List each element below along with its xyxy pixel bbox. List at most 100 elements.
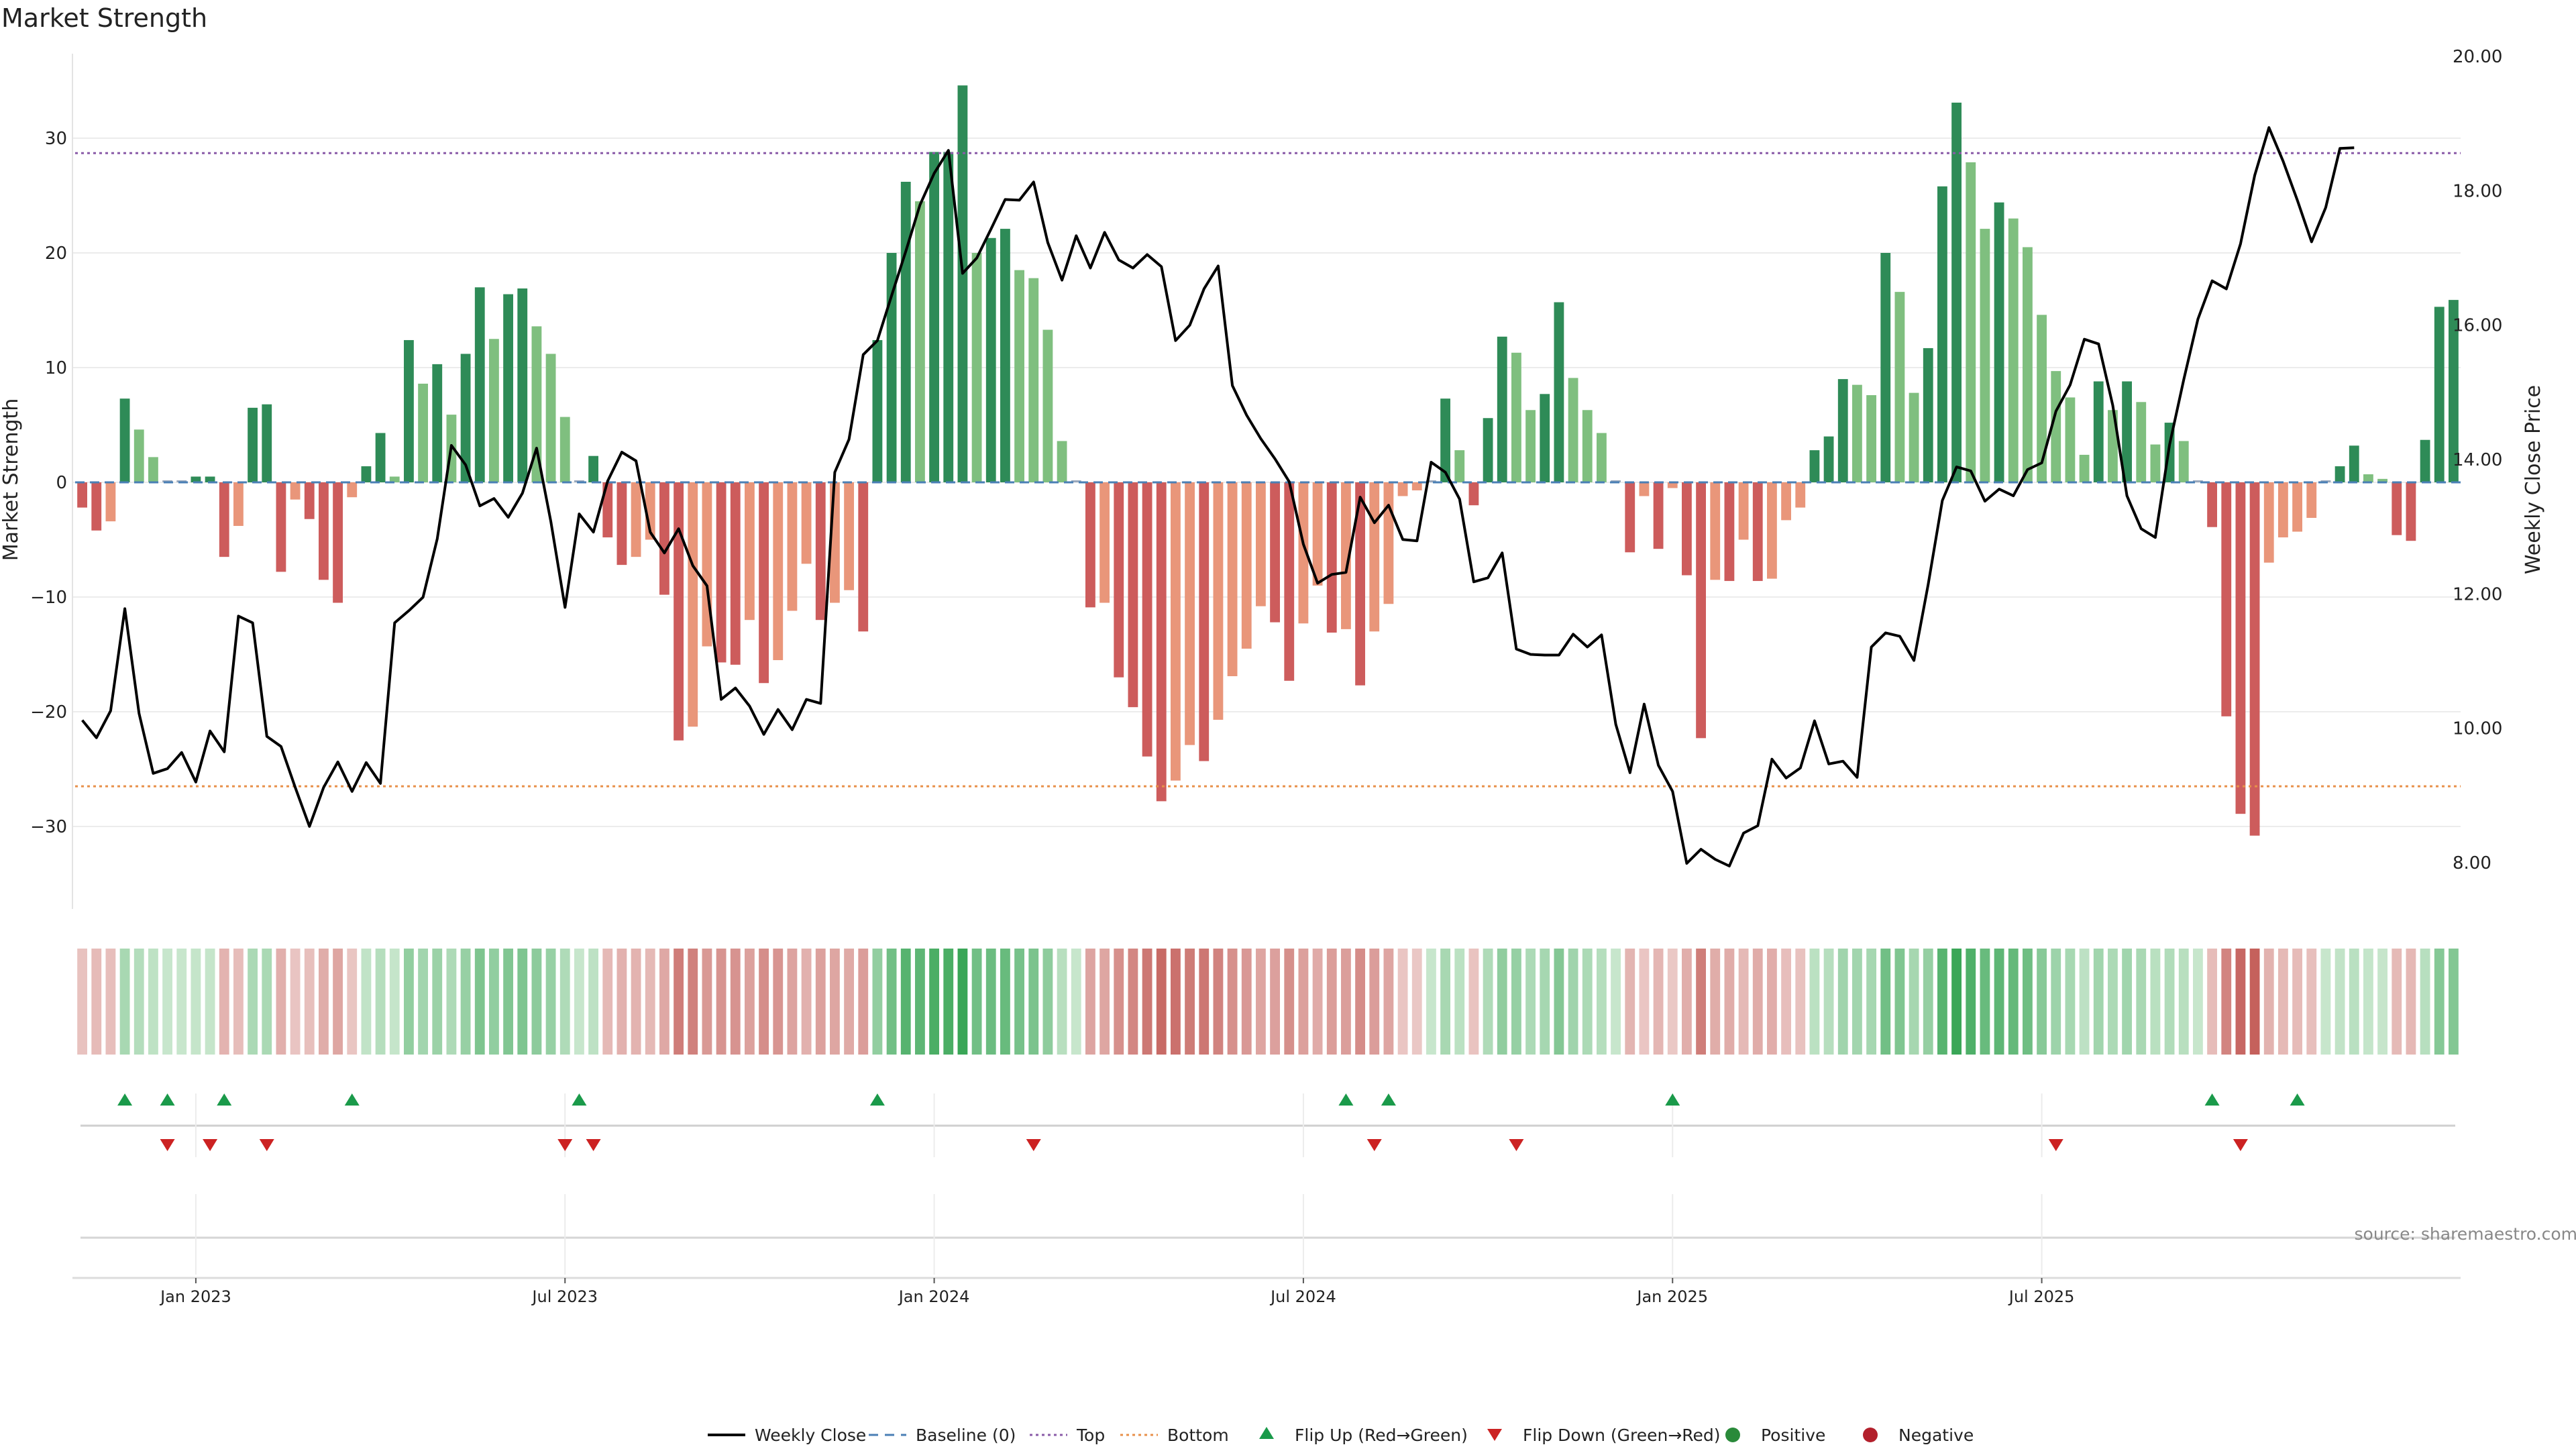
- strength-bar: [688, 482, 698, 727]
- heatmap-cell: [531, 949, 542, 1055]
- strength-bar: [1923, 347, 1933, 482]
- y-axis-left-label: Market Strength: [0, 398, 23, 561]
- heatmap-cell: [943, 949, 954, 1055]
- heatmap-cell: [2334, 949, 2345, 1055]
- y-tick-label-left: 10: [45, 358, 67, 378]
- strength-bar: [1256, 482, 1266, 606]
- heatmap-cell: [2292, 949, 2302, 1055]
- legend-item: Flip Up (Red→Green): [1259, 1426, 1468, 1445]
- flip-down-marker: [557, 1139, 573, 1151]
- y-tick-label-right: 12.00: [2453, 584, 2502, 604]
- heatmap-cell: [1568, 949, 1578, 1055]
- strength-bar: [1185, 482, 1195, 745]
- heatmap-cell: [1213, 949, 1224, 1055]
- heatmap-cell: [1738, 949, 1749, 1055]
- legend-swatch-up: [1259, 1427, 1274, 1439]
- heatmap-cell: [1454, 949, 1465, 1055]
- y-tick-label-right: 18.00: [2453, 181, 2502, 201]
- x-tick-label: Jan 2023: [159, 1287, 231, 1306]
- strength-bar: [361, 466, 372, 482]
- strength-bar: [943, 152, 954, 482]
- heatmap-cell: [1468, 949, 1479, 1055]
- strength-bar: [915, 201, 925, 482]
- heatmap-cell: [872, 949, 883, 1055]
- heatmap-cell: [2420, 949, 2430, 1055]
- heatmap-cell: [375, 949, 386, 1055]
- heatmap-cell: [574, 949, 584, 1055]
- flip-down-marker: [259, 1139, 274, 1151]
- heatmap-cell: [2249, 949, 2260, 1055]
- flip-down-marker: [160, 1139, 175, 1151]
- strength-bar: [2051, 371, 2061, 482]
- heatmap-cell: [957, 949, 968, 1055]
- heatmap-cell: [830, 949, 840, 1055]
- heatmap-cell: [233, 949, 244, 1055]
- heatmap-cell: [2037, 949, 2047, 1055]
- y-tick-label-left: −20: [30, 702, 67, 722]
- strength-bar: [347, 482, 358, 498]
- strength-bar: [1568, 378, 1578, 482]
- heatmap-cell: [1085, 949, 1095, 1055]
- y-tick-label-right: 8.00: [2453, 853, 2491, 873]
- heatmap-cell: [559, 949, 570, 1055]
- y-axis-left-ticks: 30 20 10 0 −10 −20 −30: [30, 129, 67, 837]
- heatmap-cell: [1937, 949, 1947, 1055]
- strength-bar: [1426, 480, 1436, 482]
- strength-bar: [971, 253, 982, 482]
- strength-bar: [1540, 394, 1550, 482]
- heatmap-cell: [2065, 949, 2076, 1055]
- heatmap-cell: [276, 949, 286, 1055]
- flip-up-marker: [572, 1093, 587, 1106]
- legend-item: Negative: [1863, 1426, 1974, 1445]
- strength-bar: [1199, 482, 1210, 761]
- strength-bar: [674, 482, 684, 741]
- strength-bar: [545, 354, 556, 482]
- strength-bar: [1951, 102, 1962, 483]
- heatmap-cell: [702, 949, 712, 1055]
- heatmap-cell: [1767, 949, 1777, 1055]
- strength-bar: [1980, 229, 1990, 482]
- source-note: source: sharemaestro.com: [2355, 1224, 2576, 1244]
- heatmap-cell: [2023, 949, 2033, 1055]
- strength-bar: [333, 482, 343, 603]
- legend-label: Positive: [1761, 1426, 1825, 1445]
- heatmap-cell: [2008, 949, 2019, 1055]
- legend-item: Top: [1030, 1426, 1105, 1445]
- x-tick-label: Jul 2024: [1269, 1287, 1336, 1306]
- heatmap-cell: [1071, 949, 1081, 1055]
- strength-bar: [219, 482, 229, 557]
- heatmap-cell: [787, 949, 798, 1055]
- strength-bar: [2249, 482, 2260, 836]
- strength-bar: [2178, 441, 2189, 482]
- heatmap-cell: [389, 949, 400, 1055]
- strength-bar: [2292, 482, 2302, 532]
- heatmap-cell: [1114, 949, 1124, 1055]
- strength-bar: [2136, 402, 2147, 482]
- heatmap-cell: [460, 949, 471, 1055]
- heatmap-cell: [489, 949, 499, 1055]
- strength-bar: [1710, 482, 1721, 580]
- strength-bar: [233, 482, 244, 526]
- heatmap-cell: [2178, 949, 2189, 1055]
- strength-bar: [404, 339, 414, 482]
- heatmap-cell: [1369, 949, 1380, 1055]
- strength-bar: [631, 482, 641, 557]
- heatmap-cell: [1966, 949, 1976, 1055]
- legend-label: Weekly Close: [755, 1426, 866, 1445]
- heatmap-cell: [219, 949, 229, 1055]
- legend-swatch-circle: [1863, 1428, 1878, 1442]
- x-tick-label: Jan 2025: [1635, 1287, 1708, 1306]
- legend-swatch-circle: [1725, 1428, 1740, 1442]
- strength-bar: [375, 433, 386, 482]
- strength-bar: [262, 404, 272, 482]
- strength-bar: [2377, 478, 2387, 482]
- strength-bar: [1525, 410, 1536, 482]
- heatmap-cell: [1809, 949, 1820, 1055]
- heatmap-cell: [1014, 949, 1024, 1055]
- strength-bar: [276, 482, 286, 572]
- heatmap-cell: [176, 949, 187, 1055]
- strength-bar: [1767, 482, 1777, 579]
- flip-up-marker: [1338, 1093, 1354, 1106]
- heatmap-cell: [1326, 949, 1337, 1055]
- strength-bar: [1142, 482, 1152, 757]
